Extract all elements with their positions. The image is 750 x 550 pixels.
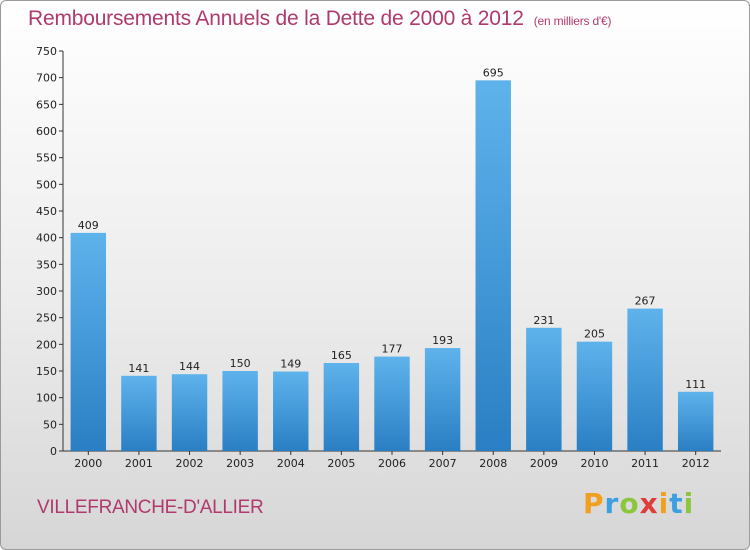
proxiti-logo: Proxiti	[583, 487, 694, 520]
bar-2008	[475, 80, 511, 451]
x-tick-label-2011: 2011	[631, 457, 659, 470]
y-tick-label: 750	[36, 45, 57, 58]
y-tick-label: 450	[36, 205, 57, 218]
y-tick-label: 700	[36, 72, 57, 85]
y-tick-label: 500	[36, 178, 57, 191]
x-tick-label-2002: 2002	[176, 457, 204, 470]
data-label-2011: 267	[635, 295, 656, 308]
location-name: VILLEFRANCHE-D'ALLIER	[37, 497, 264, 518]
chart-subtitle: (en milliers d'€)	[533, 14, 612, 28]
bar-2011	[627, 308, 663, 451]
y-tick-label: 0	[50, 445, 57, 458]
x-tick-label-2007: 2007	[429, 457, 457, 470]
bar-2006	[374, 356, 410, 451]
data-label-2008: 695	[483, 66, 504, 79]
title-text: Remboursements Annuels de la Dette de 20…	[28, 7, 524, 30]
bar-2003	[222, 371, 258, 451]
y-tick-label: 600	[36, 125, 57, 138]
y-tick-label: 100	[36, 392, 57, 405]
bar-2012	[677, 391, 714, 451]
x-tick-label-2009: 2009	[530, 457, 558, 470]
bar-2002	[171, 374, 208, 451]
y-tick-label: 650	[36, 98, 57, 111]
y-tick-label: 250	[36, 312, 57, 325]
data-label-2006: 177	[382, 343, 403, 356]
x-tick-label-2000: 2000	[74, 457, 102, 470]
x-tick-label-2003: 2003	[226, 457, 254, 470]
data-label-2007: 193	[432, 334, 453, 347]
bars: 409 2000 141 2001 144 2002 150 2003 149 2004 165 20…	[70, 66, 714, 470]
bar-2009	[526, 327, 562, 451]
x-tick-label-2006: 2006	[378, 457, 406, 470]
data-label-2000: 409	[78, 219, 99, 232]
axes: 0 50 100 150 200 250 300 350 400 450 500 550 600 650 7…	[36, 45, 721, 458]
y-tick-label: 550	[36, 152, 57, 165]
logo-letter: i	[683, 487, 695, 520]
data-label-2004: 149	[280, 358, 301, 371]
logo-letter: t	[669, 487, 684, 520]
data-label-2010: 205	[584, 328, 605, 341]
logo-letter: i	[658, 487, 670, 520]
y-tick-label: 50	[43, 418, 57, 431]
bar-2001	[121, 375, 157, 451]
data-label-2003: 150	[230, 357, 251, 370]
chart-title: Remboursements Annuels de la Dette de 20…	[28, 7, 611, 31]
y-tick-label: 300	[36, 285, 57, 298]
data-label-2001: 141	[128, 362, 149, 375]
y-tick-label: 150	[36, 365, 57, 378]
x-tick-label-2005: 2005	[327, 457, 355, 470]
data-label-2009: 231	[533, 314, 554, 327]
x-tick-label-2012: 2012	[682, 457, 710, 470]
bar-2004	[273, 371, 309, 451]
x-tick-label-2001: 2001	[125, 457, 153, 470]
logo-letter: r	[604, 487, 620, 520]
x-tick-label-2008: 2008	[479, 457, 507, 470]
bar-2000	[70, 232, 107, 451]
bar-2010	[576, 341, 613, 451]
logo-letter: x	[639, 487, 659, 520]
data-label-2012: 111	[685, 378, 706, 391]
logo-letter: P	[583, 487, 605, 520]
y-tick-label: 200	[36, 338, 57, 351]
x-tick-label-2004: 2004	[277, 457, 305, 470]
data-label-2005: 165	[331, 349, 352, 362]
bar-2005	[323, 363, 360, 451]
bar-2007	[424, 348, 461, 451]
data-label-2002: 144	[179, 360, 200, 373]
y-tick-label: 350	[36, 258, 57, 271]
logo-letter: o	[619, 487, 640, 520]
x-tick-label-2010: 2010	[580, 457, 608, 470]
y-tick-label: 400	[36, 232, 57, 245]
